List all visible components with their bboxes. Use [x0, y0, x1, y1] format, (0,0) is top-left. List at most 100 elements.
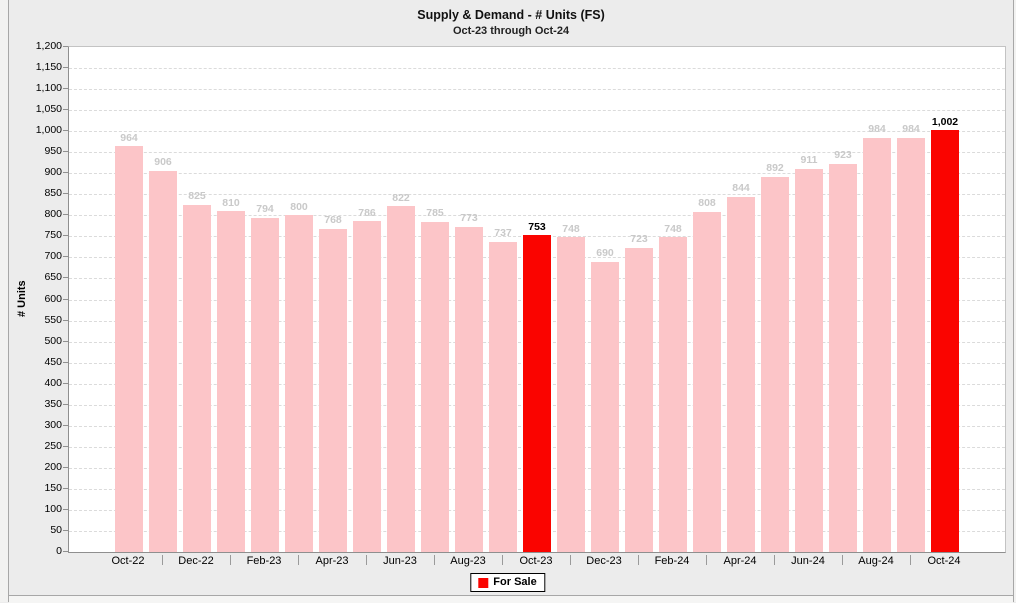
x-tick-label: Feb-24	[654, 555, 690, 567]
y-tick-label: 700	[44, 250, 62, 263]
x-tick-label: Oct-23	[519, 555, 553, 567]
bar-value-label: 984	[902, 123, 920, 136]
bar-slot-mar-23: 800	[282, 47, 316, 552]
gridline	[69, 152, 1005, 154]
bar-feb-23	[251, 217, 279, 552]
y-tick-label: 600	[44, 292, 62, 305]
bar-value-label: 825	[188, 190, 206, 203]
bar-value-label: 808	[698, 197, 716, 210]
bar-value-label: 785	[426, 207, 444, 220]
bar-slot-may-23: 786	[350, 47, 384, 552]
y-tick-mark	[63, 151, 68, 153]
bar-value-label: 964	[120, 131, 138, 144]
y-tick-label: 1,150	[35, 61, 62, 74]
gridline	[69, 173, 1005, 175]
bar-slot-jan-23: 810	[214, 47, 248, 552]
bar-value-label: 892	[766, 162, 784, 175]
bar-aug-24	[863, 137, 891, 552]
bar-slot-nov-23: 748	[554, 47, 588, 552]
x-tick-label: Jun-24	[791, 555, 825, 567]
bar-slot-aug-23: 773	[452, 47, 486, 552]
y-tick-mark	[63, 466, 68, 468]
gridline	[69, 215, 1005, 217]
bar-slot-nov-22: 906	[146, 47, 180, 552]
bar-slot-oct-23: 753	[520, 47, 554, 552]
y-tick-mark	[63, 235, 68, 237]
y-tick-mark	[63, 340, 68, 342]
bar-slot-jul-23: 785	[418, 47, 452, 552]
x-tick-label: Aug-24	[858, 555, 894, 567]
bar-value-label: 1,002	[931, 115, 959, 128]
x-tick-separator	[638, 555, 639, 565]
bar-slot-jan-24: 723	[622, 47, 656, 552]
x-tick-separator	[502, 555, 503, 565]
bar-value-label: 690	[596, 247, 614, 260]
y-tick-label: 850	[44, 187, 62, 200]
bar-value-label: 906	[154, 156, 172, 169]
y-tick-mark	[63, 403, 68, 405]
bar-nov-23	[557, 237, 585, 552]
bar-slot-jun-24: 911	[792, 47, 826, 552]
y-tick-mark	[63, 46, 68, 47]
y-tick-mark	[63, 551, 68, 552]
bar-slot-sep-23: 737	[486, 47, 520, 552]
bar-value-label: 844	[732, 182, 750, 195]
bar-jun-23	[387, 206, 415, 552]
bar-value-label: 748	[664, 222, 682, 235]
x-tick-label: Oct-24	[927, 555, 961, 567]
bar-slot-mar-24: 808	[690, 47, 724, 552]
x-tick-label: Apr-23	[315, 555, 349, 567]
y-tick-mark	[63, 256, 68, 258]
bar-value-label: 737	[494, 227, 512, 240]
bar-feb-24	[659, 237, 687, 552]
bar-slot-oct-24: 1,002	[928, 47, 962, 552]
x-tick-separator	[162, 555, 163, 565]
y-tick-label: 1,100	[35, 82, 62, 95]
window-frame-left	[0, 0, 9, 602]
y-tick-label: 200	[44, 460, 62, 473]
y-tick-label: 350	[44, 397, 62, 410]
bar-mar-24	[693, 211, 721, 552]
bar-value-label: 723	[630, 233, 648, 246]
x-tick-separator	[842, 555, 843, 565]
bar-nov-22	[149, 170, 177, 552]
gridline	[69, 110, 1005, 112]
y-tick-label: 0	[56, 545, 62, 557]
y-tick-mark	[63, 67, 68, 69]
bar-apr-23	[319, 228, 347, 552]
x-tick-label: Apr-24	[723, 555, 757, 567]
y-tick-mark	[63, 361, 68, 363]
x-tick-separator	[774, 555, 775, 565]
bar-mar-23	[285, 215, 313, 552]
bar-may-23	[353, 221, 381, 552]
bar-slot-feb-23: 794	[248, 47, 282, 552]
window-frame-bottom	[9, 595, 1013, 603]
bar-slot-dec-22: 825	[180, 47, 214, 552]
bar-slot-feb-24: 748	[656, 47, 690, 552]
bar-value-label: 923	[834, 149, 852, 162]
y-tick-label: 300	[44, 418, 62, 431]
x-tick-separator	[706, 555, 707, 565]
bar-apr-24	[727, 196, 755, 552]
gridline	[69, 194, 1005, 196]
y-tick-mark	[63, 298, 68, 300]
bar-jun-24	[795, 168, 823, 552]
chart-title: Supply & Demand - # Units (FS)	[417, 8, 605, 22]
y-tick-label: 750	[44, 229, 62, 242]
bar-slot-dec-23: 690	[588, 47, 622, 552]
bar-value-label: 753	[528, 220, 546, 233]
bar-slot-jun-23: 822	[384, 47, 418, 552]
y-tick-mark	[63, 508, 68, 510]
x-tick-separator	[434, 555, 435, 565]
bar-jan-23	[217, 211, 245, 552]
x-tick-label: Dec-23	[586, 555, 622, 567]
y-tick-label: 250	[44, 439, 62, 452]
x-tick-label: Feb-23	[246, 555, 282, 567]
y-tick-label: 450	[44, 355, 62, 368]
legend: For Sale	[470, 573, 546, 592]
y-tick-label: 950	[44, 145, 62, 158]
chart-subtitle: Oct-23 through Oct-24	[452, 25, 570, 37]
bar-value-label: 773	[460, 212, 478, 225]
bar-slot-may-24: 892	[758, 47, 792, 552]
y-tick-mark	[63, 88, 68, 90]
